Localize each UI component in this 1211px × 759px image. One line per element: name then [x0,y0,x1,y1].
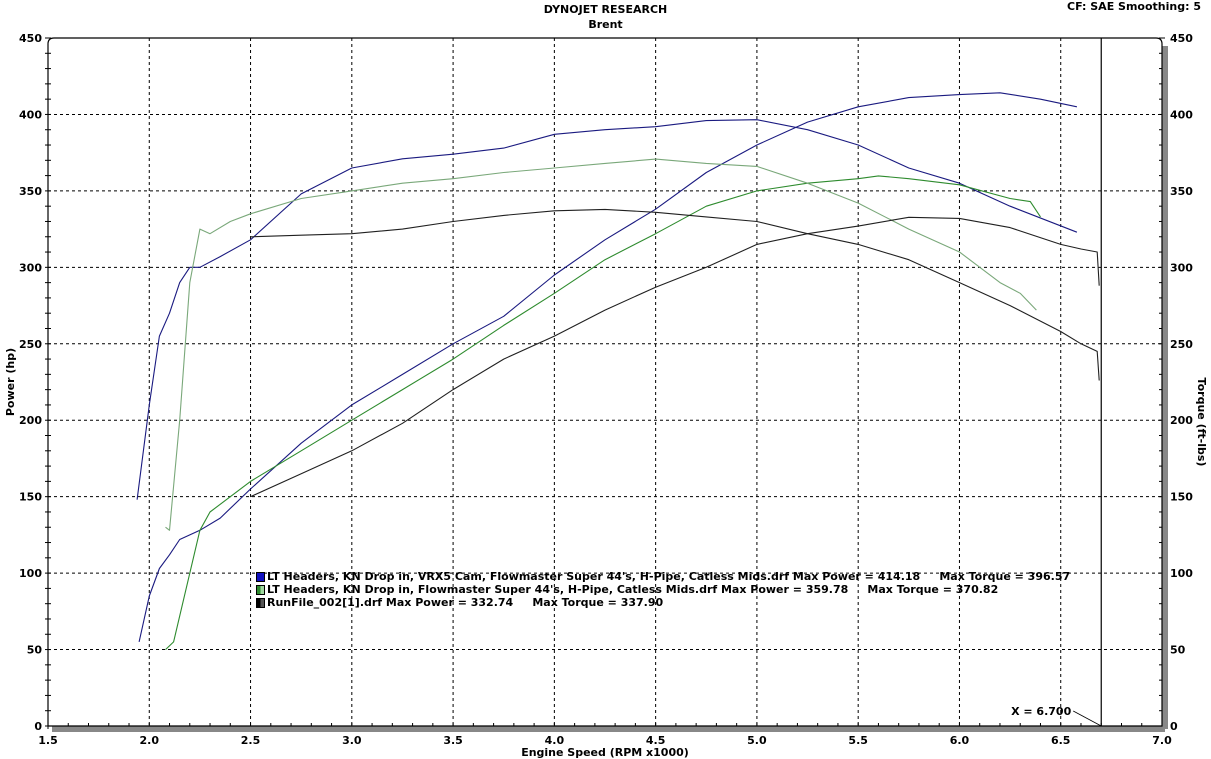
series-line [250,216,1100,498]
axes [45,37,1168,732]
svg-text:0: 0 [1170,720,1178,733]
axis-labels: 1.5 2.0 2.5 3.0 3.5 4.0 4.5 5.0 5.5 6.0 6.5 7.00 050… [4,32,1208,759]
svg-text:150: 150 [1170,491,1193,504]
series-line [165,175,1041,650]
svg-text:200: 200 [1170,414,1193,427]
svg-text:Torque (ft-lbs): Torque (ft-lbs) [1195,378,1208,467]
svg-text:400: 400 [1170,108,1193,121]
cursor-line[interactable]: X = 6.700 [1011,38,1102,727]
svg-text:350: 350 [19,185,42,198]
svg-text:300: 300 [1170,261,1193,274]
legend-swatch-icon [256,597,265,608]
svg-text:Power (hp): Power (hp) [4,348,17,416]
svg-text:250: 250 [1170,338,1193,351]
svg-text:100: 100 [19,567,42,580]
svg-text:4.0: 4.0 [545,734,565,747]
svg-text:Engine Speed (RPM x1000): Engine Speed (RPM x1000) [521,746,689,759]
svg-text:300: 300 [19,261,42,274]
svg-text:400: 400 [19,108,42,121]
svg-text:1.5: 1.5 [38,734,58,747]
svg-text:3.0: 3.0 [342,734,362,747]
svg-text:450: 450 [1170,32,1193,45]
legend-item[interactable]: LT Headers, KN Drop in, Flowmaster Super… [256,583,1070,596]
svg-text:5.0: 5.0 [747,734,767,747]
svg-text:450: 450 [19,32,42,45]
svg-text:200: 200 [19,414,42,427]
svg-text:3.5: 3.5 [443,734,463,747]
svg-text:2.5: 2.5 [241,734,261,747]
legend-item[interactable]: RunFile_002[1].drf Max Power = 332.74 Ma… [256,596,1070,609]
series-line [165,158,1037,531]
svg-text:350: 350 [1170,185,1193,198]
svg-text:6.0: 6.0 [950,734,970,747]
svg-text:150: 150 [19,491,42,504]
svg-text:7.0: 7.0 [1152,734,1172,747]
svg-text:X = 6.700: X = 6.700 [1011,705,1071,718]
chart-title: DYNOJET RESEARCH [543,3,668,16]
chart-subtitle: Brent [588,18,623,31]
svg-text:2.0: 2.0 [140,734,160,747]
legend: LT Headers, KN Drop in, VRX5 Cam, Flowma… [256,570,1070,609]
grid-lines [48,38,1162,726]
series-line [136,119,1078,500]
settings-label: CF: SAE Smoothing: 5 [1067,0,1201,13]
svg-text:250: 250 [19,338,42,351]
svg-text:100: 100 [1170,567,1193,580]
svg-text:0: 0 [34,720,42,733]
svg-text:50: 50 [27,644,43,657]
svg-text:5.5: 5.5 [848,734,868,747]
data-series [136,92,1100,650]
legend-swatch-icon [256,584,265,595]
series-line [138,92,1078,643]
svg-text:6.5: 6.5 [1051,734,1071,747]
series-line [250,208,1100,381]
svg-text:50: 50 [1170,644,1186,657]
legend-item[interactable]: LT Headers, KN Drop in, VRX5 Cam, Flowma… [256,570,1070,583]
legend-swatch-icon [256,571,265,582]
svg-text:4.5: 4.5 [646,734,666,747]
